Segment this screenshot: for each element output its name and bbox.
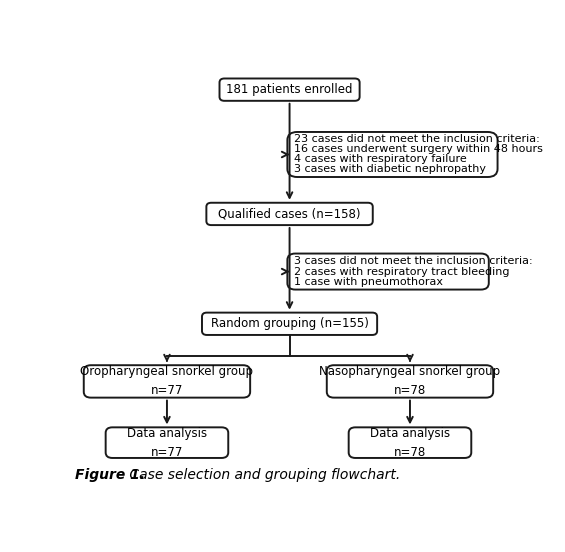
Text: Qualified cases (n=158): Qualified cases (n=158) [218,208,361,220]
Text: Data analysis
n=77: Data analysis n=77 [127,427,207,459]
FancyBboxPatch shape [219,78,359,101]
FancyBboxPatch shape [288,132,498,177]
Text: Case selection and grouping flowchart.: Case selection and grouping flowchart. [125,468,401,482]
Text: Figure 1.: Figure 1. [75,468,145,482]
Text: 4 cases with respiratory failure: 4 cases with respiratory failure [294,155,467,164]
FancyBboxPatch shape [288,253,489,290]
FancyBboxPatch shape [106,427,228,458]
Text: Oropharyngeal snorkel group
n=77: Oropharyngeal snorkel group n=77 [80,365,254,397]
Text: Data analysis
n=78: Data analysis n=78 [370,427,450,459]
Text: 16 cases underwent surgery within 48 hours: 16 cases underwent surgery within 48 hou… [294,145,543,155]
FancyBboxPatch shape [84,365,250,397]
Text: 2 cases with respiratory tract bleeding: 2 cases with respiratory tract bleeding [294,267,510,277]
FancyBboxPatch shape [327,365,493,397]
Text: 3 cases did not meet the inclusion criteria:: 3 cases did not meet the inclusion crite… [294,256,533,266]
Text: 3 cases with diabetic nephropathy: 3 cases with diabetic nephropathy [294,164,486,174]
Text: Nasopharyngeal snorkel group
n=78: Nasopharyngeal snorkel group n=78 [319,365,501,397]
Text: Random grouping (n=155): Random grouping (n=155) [211,317,368,330]
FancyBboxPatch shape [349,427,471,458]
FancyBboxPatch shape [206,203,373,225]
FancyBboxPatch shape [202,312,377,335]
Text: 181 patients enrolled: 181 patients enrolled [227,83,353,96]
Text: 23 cases did not meet the inclusion criteria:: 23 cases did not meet the inclusion crit… [294,135,540,145]
Text: 1 case with pneumothorax: 1 case with pneumothorax [294,277,443,287]
